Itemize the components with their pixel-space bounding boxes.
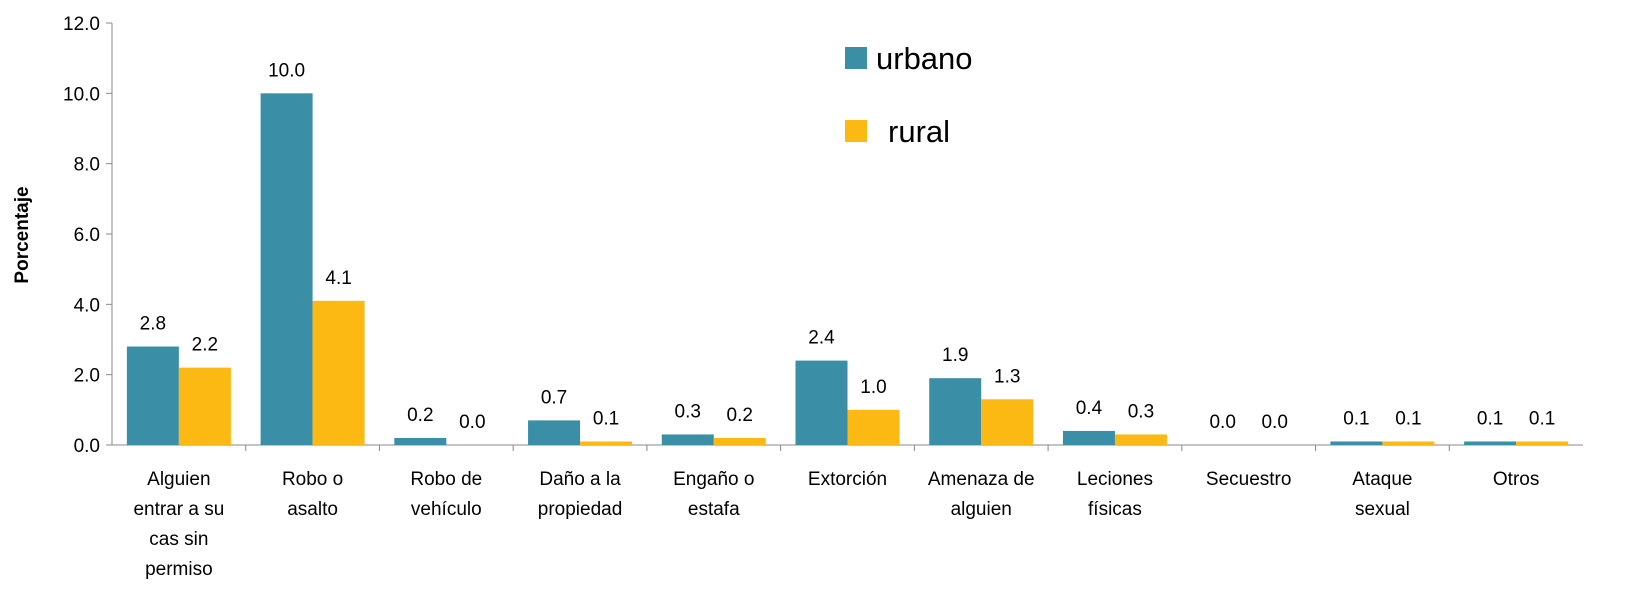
data-label: 1.9 <box>942 345 968 366</box>
data-label: 1.0 <box>860 377 886 398</box>
legend-label: urbano <box>876 41 973 76</box>
data-label: 0.7 <box>541 387 567 408</box>
data-label: 0.4 <box>1076 398 1103 419</box>
data-label: 0.2 <box>407 405 433 426</box>
bar <box>1516 441 1569 445</box>
data-label: 0.2 <box>727 405 753 426</box>
y-tick-label: 2.0 <box>74 366 100 387</box>
data-label: 2.8 <box>140 314 166 335</box>
legend-swatch <box>845 120 867 142</box>
data-label: 10.0 <box>268 60 305 81</box>
bar <box>1062 430 1115 445</box>
data-label: 0.0 <box>1209 412 1235 433</box>
bar <box>1464 441 1517 445</box>
x-tick-label: Robo o asalto <box>282 469 343 520</box>
bar <box>528 420 581 445</box>
data-label: 2.4 <box>808 328 835 349</box>
data-label: 0.3 <box>1128 401 1154 422</box>
x-tick-label: Daño a la propiedad <box>538 469 623 520</box>
data-label: 1.3 <box>994 366 1020 387</box>
bar <box>1330 441 1383 445</box>
bar <box>580 441 633 445</box>
x-tick-label: Secuestro <box>1206 469 1292 490</box>
bar <box>260 93 313 445</box>
y-tick-label: 10.0 <box>63 84 100 105</box>
bar <box>929 378 982 445</box>
data-label: 0.0 <box>459 412 485 433</box>
x-tick-label: Ataque sexual <box>1352 469 1412 520</box>
data-label: 0.1 <box>593 408 619 429</box>
data-label: 0.1 <box>1343 408 1369 429</box>
y-tick-label: 12.0 <box>63 14 100 35</box>
legend-swatch <box>845 47 867 69</box>
legend-label: rural <box>888 114 950 149</box>
y-tick-label: 6.0 <box>74 225 100 246</box>
x-tick-label: Extorción <box>808 469 887 490</box>
bar <box>981 399 1034 445</box>
x-tick-label: Robo de vehículo <box>410 469 482 520</box>
bar <box>394 437 447 445</box>
bar <box>661 434 714 445</box>
data-label: 4.1 <box>325 268 351 289</box>
bar <box>1114 434 1167 445</box>
y-axis-label: Porcentaje <box>12 186 33 283</box>
bar <box>847 409 900 445</box>
data-label: 0.0 <box>1261 412 1287 433</box>
data-label: 2.2 <box>192 335 218 356</box>
x-tick-label: Alguien entrar a su cas sin permiso <box>133 469 224 580</box>
y-tick-label: 8.0 <box>74 155 100 176</box>
bar <box>713 437 766 445</box>
y-tick-label: 4.0 <box>74 295 100 316</box>
data-label: 0.1 <box>1395 408 1421 429</box>
x-tick-label: Leciones físicas <box>1077 469 1153 520</box>
data-label: 0.1 <box>1529 408 1555 429</box>
x-tick-label: Amenaza de alguien <box>928 469 1035 520</box>
bar <box>795 360 848 445</box>
bar <box>178 367 231 445</box>
bar <box>312 300 365 445</box>
x-tick-label: Otros <box>1493 469 1539 490</box>
y-tick-label: 0.0 <box>74 436 100 457</box>
x-tick-label: Engaño o estafa <box>673 469 754 520</box>
bar <box>1382 441 1435 445</box>
data-label: 0.3 <box>675 401 701 422</box>
bar <box>126 346 179 445</box>
data-label: 0.1 <box>1477 408 1503 429</box>
